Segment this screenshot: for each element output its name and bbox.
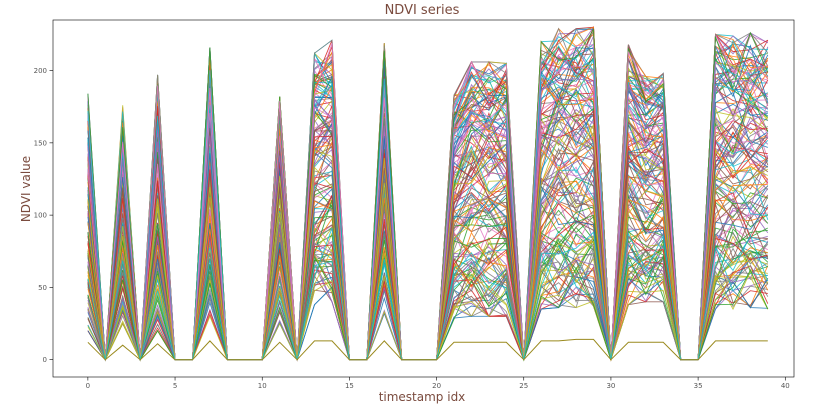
- y-tick-label: 150: [34, 139, 47, 147]
- plot-frame: [52, 19, 795, 378]
- x-tick-label: 20: [432, 382, 441, 390]
- x-tick-label: 10: [258, 382, 267, 390]
- x-tick-label: 15: [345, 382, 354, 390]
- x-axis: 0 5 10 15 20 25 30 35 40: [86, 377, 790, 390]
- y-tick-label: 100: [34, 212, 47, 220]
- x-tick-label: 35: [694, 382, 703, 390]
- y-tick-label: 0: [43, 356, 47, 364]
- ndvi-outlier-series-line: [87, 338, 768, 361]
- x-tick-label: 0: [86, 382, 90, 390]
- x-tick-label: 25: [519, 382, 528, 390]
- x-axis-title: timestamp idx: [379, 390, 466, 404]
- x-tick-label: 5: [173, 382, 177, 390]
- plot-area: 0 5 10 15 20 25 30 35 40 0 50 100 150 200: [34, 19, 795, 390]
- chart-title: NDVI series: [385, 3, 460, 18]
- series-layer: [87, 25, 769, 362]
- x-tick-label: 40: [781, 382, 790, 390]
- y-axis: 0 50 100 150 200: [34, 67, 53, 364]
- y-tick-label: 200: [34, 67, 47, 75]
- y-axis-title: NDVI value: [19, 156, 33, 222]
- y-tick-label: 50: [38, 284, 47, 292]
- x-tick-label: 30: [606, 382, 615, 390]
